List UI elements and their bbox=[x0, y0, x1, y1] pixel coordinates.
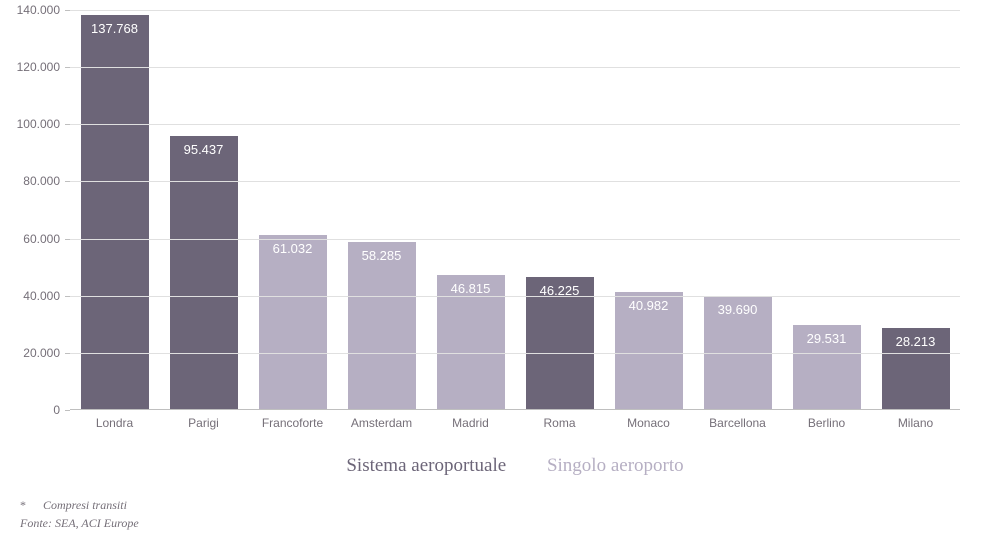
bar-value-label: 61.032 bbox=[259, 241, 327, 256]
bar-value-label: 58.285 bbox=[348, 248, 416, 263]
y-tickmark bbox=[65, 10, 70, 11]
bar-value-label: 46.815 bbox=[437, 281, 505, 296]
y-tick-label: 120.000 bbox=[0, 60, 60, 74]
x-axis-labels: LondraParigiFrancoforteAmsterdamMadridRo… bbox=[70, 416, 960, 430]
legend-singolo: Singolo aeroporto bbox=[547, 455, 684, 476]
x-tick-label: Milano bbox=[871, 416, 960, 430]
y-tick-label: 80.000 bbox=[0, 174, 60, 188]
bar: 29.531 bbox=[793, 325, 861, 409]
y-tick-label: 100.000 bbox=[0, 117, 60, 131]
chart-area: 137.768 95.437 61.032 58.285 46.815 46.225 40.… bbox=[70, 10, 960, 440]
y-tickmark bbox=[65, 124, 70, 125]
bar: 61.032 bbox=[259, 235, 327, 409]
bar: 46.225 bbox=[526, 277, 594, 409]
bar-slot: 95.437 bbox=[159, 9, 248, 409]
y-tickmark bbox=[65, 181, 70, 182]
x-tick-label: Londra bbox=[70, 416, 159, 430]
y-tickmark bbox=[65, 353, 70, 354]
gridline bbox=[70, 181, 960, 182]
footnote: * Compresi transiti Fonte: SEA, ACI Euro… bbox=[20, 496, 139, 532]
y-tick-label: 20.000 bbox=[0, 346, 60, 360]
y-tick-label: 140.000 bbox=[0, 3, 60, 17]
bar-value-label: 40.982 bbox=[615, 298, 683, 313]
bar-value-label: 95.437 bbox=[170, 142, 238, 157]
x-tick-label: Francoforte bbox=[248, 416, 337, 430]
bar: 137.768 bbox=[81, 15, 149, 409]
x-tick-label: Parigi bbox=[159, 416, 248, 430]
gridline bbox=[70, 67, 960, 68]
gridline bbox=[70, 10, 960, 11]
bar: 40.982 bbox=[615, 292, 683, 409]
gridline bbox=[70, 124, 960, 125]
bar-slot: 58.285 bbox=[337, 9, 426, 409]
y-tick-label: 40.000 bbox=[0, 289, 60, 303]
bars-container: 137.768 95.437 61.032 58.285 46.815 46.225 40.… bbox=[70, 9, 960, 409]
x-tick-label: Madrid bbox=[426, 416, 515, 430]
y-tickmark bbox=[65, 296, 70, 297]
footnote-note-line: * Compresi transiti bbox=[20, 496, 139, 514]
y-tickmark bbox=[65, 239, 70, 240]
y-tick-label: 0 bbox=[0, 403, 60, 417]
bar: 28.213 bbox=[882, 328, 950, 409]
footnote-source: Fonte: SEA, ACI Europe bbox=[20, 514, 139, 532]
gridline bbox=[70, 239, 960, 240]
x-tick-label: Berlino bbox=[782, 416, 871, 430]
x-tick-label: Amsterdam bbox=[337, 416, 426, 430]
bar-slot: 61.032 bbox=[248, 9, 337, 409]
x-tick-label: Monaco bbox=[604, 416, 693, 430]
gridline bbox=[70, 353, 960, 354]
bar: 58.285 bbox=[348, 242, 416, 409]
bar-slot: 28.213 bbox=[871, 9, 960, 409]
bar-slot: 39.690 bbox=[693, 9, 782, 409]
y-tickmark bbox=[65, 67, 70, 68]
x-tick-label: Barcellona bbox=[693, 416, 782, 430]
bar-value-label: 29.531 bbox=[793, 331, 861, 346]
bar-slot: 137.768 bbox=[70, 9, 159, 409]
bar-slot: 29.531 bbox=[782, 9, 871, 409]
y-tickmark bbox=[65, 410, 70, 411]
bar-value-label: 28.213 bbox=[882, 334, 950, 349]
footnote-note: Compresi transiti bbox=[43, 498, 127, 512]
bar-slot: 46.815 bbox=[426, 9, 515, 409]
bar-slot: 40.982 bbox=[604, 9, 693, 409]
gridline bbox=[70, 296, 960, 297]
plot-region: 137.768 95.437 61.032 58.285 46.815 46.225 40.… bbox=[70, 10, 960, 410]
y-tick-label: 60.000 bbox=[0, 232, 60, 246]
legend: Sistema aeroportuale Singolo aeroporto bbox=[70, 455, 960, 477]
bar-value-label: 39.690 bbox=[704, 302, 772, 317]
bar: 95.437 bbox=[170, 136, 238, 409]
bar-slot: 46.225 bbox=[515, 9, 604, 409]
x-tick-label: Roma bbox=[515, 416, 604, 430]
bar-value-label: 137.768 bbox=[81, 21, 149, 36]
legend-sistema: Sistema aeroportuale bbox=[346, 455, 506, 476]
footnote-asterisk: * bbox=[20, 498, 26, 512]
